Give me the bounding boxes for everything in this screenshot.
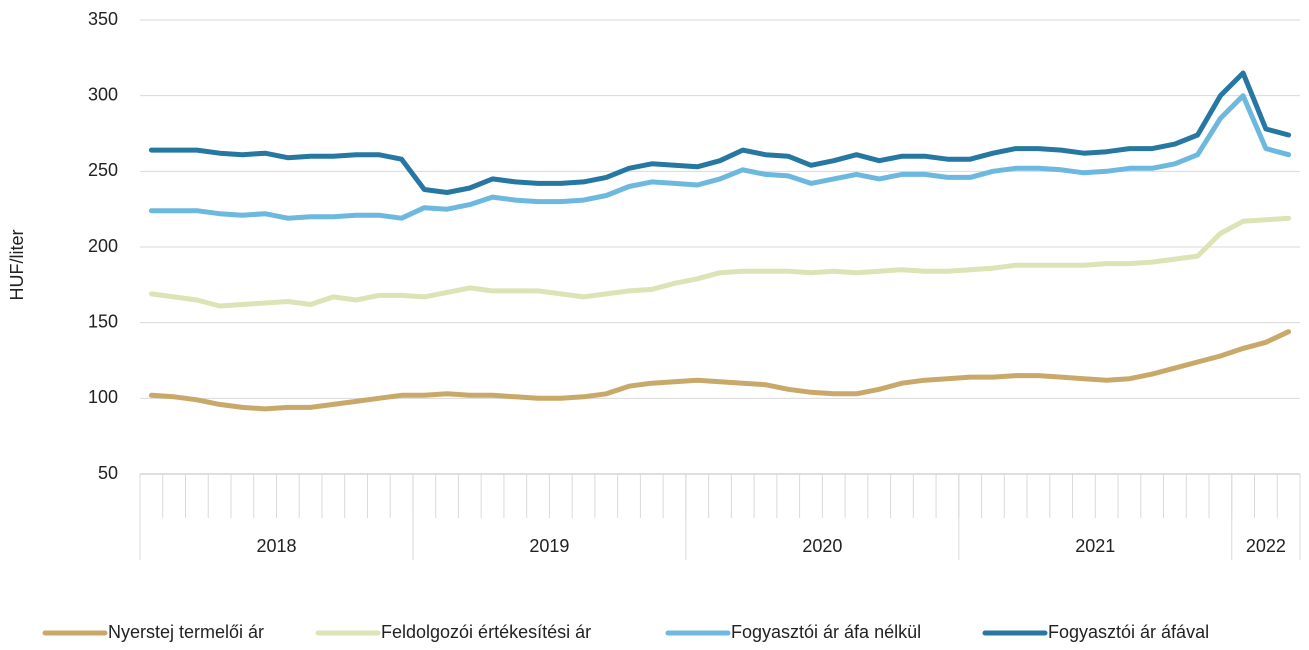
x-group-label: 2022	[1246, 536, 1286, 556]
y-axis-title: HUF/liter	[7, 229, 27, 300]
y-tick-label: 350	[88, 9, 118, 29]
y-tick-label: 200	[88, 236, 118, 256]
legend-label: Fogyasztói ár áfával	[1048, 622, 1209, 642]
y-tick-label: 50	[98, 463, 118, 483]
legend-label: Nyerstej termelői ár	[108, 622, 264, 642]
y-tick-label: 250	[88, 160, 118, 180]
series-line	[148, 329, 1292, 412]
x-group-label: 2019	[529, 536, 569, 556]
series-line	[148, 93, 1292, 221]
x-group-label: 2018	[256, 536, 296, 556]
y-tick-label: 150	[88, 311, 118, 331]
y-tick-label: 300	[88, 84, 118, 104]
series-line	[148, 70, 1292, 195]
x-group-label: 2020	[802, 536, 842, 556]
legend-label: Fogyasztói ár áfa nélkül	[731, 622, 921, 642]
series-line	[148, 215, 1292, 309]
legend-label: Feldolgozói értékesítési ár	[381, 622, 591, 642]
x-group-label: 2021	[1075, 536, 1115, 556]
y-tick-label: 100	[88, 387, 118, 407]
